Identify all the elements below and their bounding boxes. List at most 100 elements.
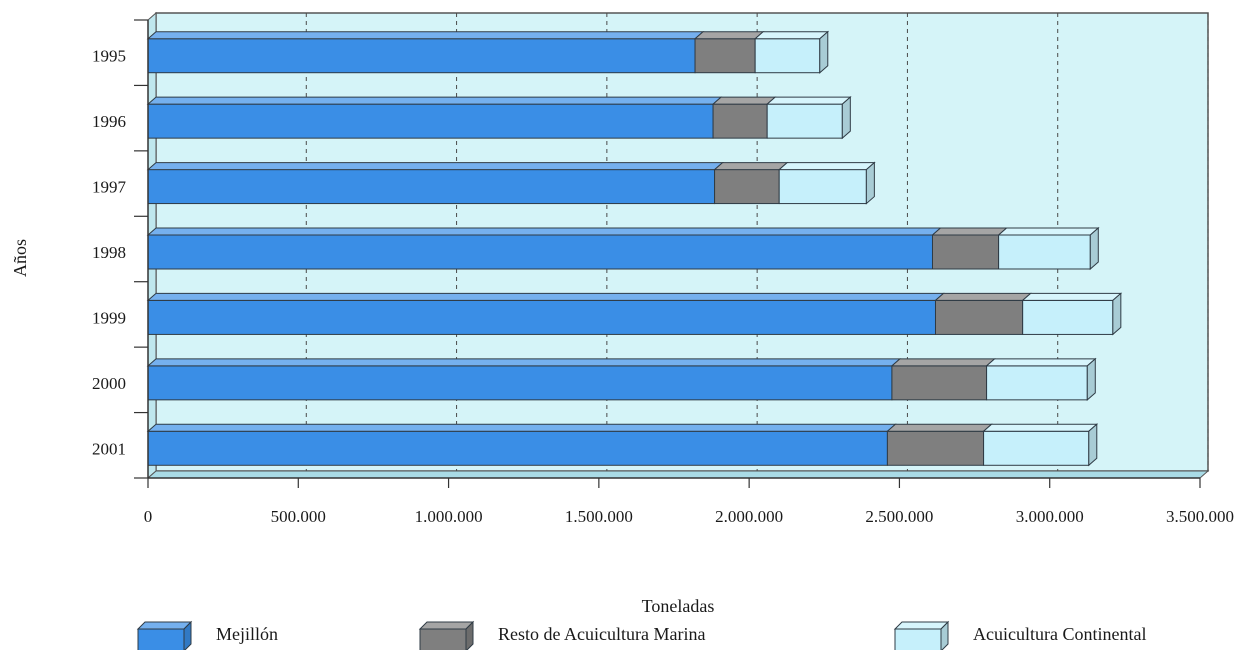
x-tick-label: 1.500.000: [565, 507, 633, 526]
bar-front-face: [714, 169, 780, 205]
bar-front-face: [147, 430, 888, 466]
y-tick-label: 1997: [92, 178, 127, 197]
bar-front-face: [931, 234, 1000, 270]
bar-segment: [934, 292, 1032, 335]
bar-segment: [931, 227, 1008, 270]
legend-swatch-top: [136, 621, 193, 630]
bar-top-face: [146, 96, 723, 105]
bar-end-face: [865, 161, 875, 205]
bar-end-face: [841, 96, 851, 140]
legend-swatch: [137, 628, 185, 650]
bar-front-face: [983, 430, 1090, 466]
bar-top-face: [693, 31, 765, 40]
legend-swatch-side: [940, 620, 949, 650]
legend-swatch: [419, 628, 467, 650]
x-tick-label: 2.500.000: [865, 507, 933, 526]
bar-top-face: [711, 96, 777, 105]
bar-top-face: [146, 162, 724, 171]
bar-segment: [146, 292, 945, 335]
bar-top-face: [146, 358, 902, 367]
bar-front-face: [754, 38, 821, 74]
bar-front-face: [934, 299, 1024, 335]
x-tick-label: 500.000: [271, 507, 326, 526]
bar-segment: [1021, 292, 1123, 336]
y-tick-label: 2001: [92, 439, 126, 458]
bar-front-face: [986, 365, 1088, 401]
bar-segment: [765, 96, 852, 140]
legend-swatch-side: [465, 620, 474, 650]
bar-front-face: [147, 103, 714, 139]
bar-segment: [982, 423, 1099, 467]
bar-segment: [146, 31, 705, 74]
bar-front-face: [147, 234, 933, 270]
bar-top-face: [713, 162, 789, 171]
bar-top-face: [146, 292, 945, 301]
bar-segment: [997, 226, 1100, 271]
x-tick-label: 0: [144, 507, 153, 526]
bar-top-face: [1021, 292, 1123, 301]
bar-top-face: [777, 162, 876, 171]
y-tick-label: 2000: [92, 374, 126, 393]
bar-segment: [146, 423, 897, 466]
legend-label: Acuicultura Continental: [973, 624, 1146, 644]
y-tick-label: 1999: [92, 308, 126, 327]
bar-end-face: [1086, 357, 1096, 401]
bar-segment: [146, 227, 942, 270]
bar-top-face: [985, 358, 1097, 367]
bar-top-face: [997, 227, 1100, 236]
y-tick-label: 1998: [92, 243, 126, 262]
y-axis-title: Años: [10, 239, 30, 277]
bar-top-face: [765, 96, 852, 105]
x-tick-label: 3.000.000: [1016, 507, 1084, 526]
bar-top-face: [753, 31, 830, 40]
legend-label: Resto de Acuicultura Marina: [498, 624, 705, 644]
x-tick-label: 1.000.000: [415, 507, 483, 526]
x-tick-label: 3.500.000: [1166, 507, 1234, 526]
legend-swatch-top: [893, 621, 950, 630]
bar-top-face: [982, 423, 1099, 432]
bar-front-face: [147, 299, 936, 335]
bar-segment: [711, 96, 777, 139]
y-tick-label: 1996: [92, 112, 126, 131]
bar-segment: [146, 162, 724, 205]
bar-segment: [777, 161, 876, 205]
bar-front-face: [147, 169, 716, 205]
bar-front-face: [998, 234, 1091, 270]
bar-end-face: [1112, 292, 1122, 336]
bar-segment: [693, 31, 765, 74]
bar-top-face: [931, 227, 1008, 236]
legend-label: Mejillón: [216, 624, 278, 644]
bar-segment: [886, 423, 993, 466]
bar-end-face: [1088, 423, 1098, 467]
bar-top-face: [890, 358, 996, 367]
bar-top-face: [146, 227, 942, 236]
bar-end-face: [1089, 226, 1099, 271]
bar-front-face: [712, 103, 768, 139]
bar-front-face: [147, 365, 893, 401]
bar-segment: [146, 96, 723, 139]
bar-front-face: [766, 103, 843, 139]
legend-swatch-side: [183, 620, 192, 650]
legend: Mejillón Resto de Acuicultura Marina Acuic…: [136, 620, 1146, 650]
bar-segment: [713, 162, 789, 205]
bar-top-face: [146, 423, 897, 432]
legend-item: Mejillón: [136, 620, 278, 650]
bar-segment: [985, 357, 1097, 401]
bar-front-face: [1022, 299, 1114, 335]
bar-segment: [890, 358, 996, 401]
bars: [146, 30, 1123, 467]
bar-segment: [753, 30, 830, 74]
bar-front-face: [891, 365, 988, 401]
y-tick-label: 1995: [92, 47, 126, 66]
bar-top-face: [886, 423, 993, 432]
x-tick-label: 2.000.000: [715, 507, 783, 526]
legend-item: Acuicultura Continental: [893, 620, 1146, 650]
legend-swatch-top: [418, 621, 475, 630]
plot-floor: [146, 470, 1210, 479]
bar-segment: [146, 358, 902, 401]
bar-front-face: [778, 169, 867, 205]
bar-end-face: [819, 30, 829, 74]
bar-top-face: [934, 292, 1032, 301]
axis-titles: Toneladas Años: [10, 239, 714, 616]
